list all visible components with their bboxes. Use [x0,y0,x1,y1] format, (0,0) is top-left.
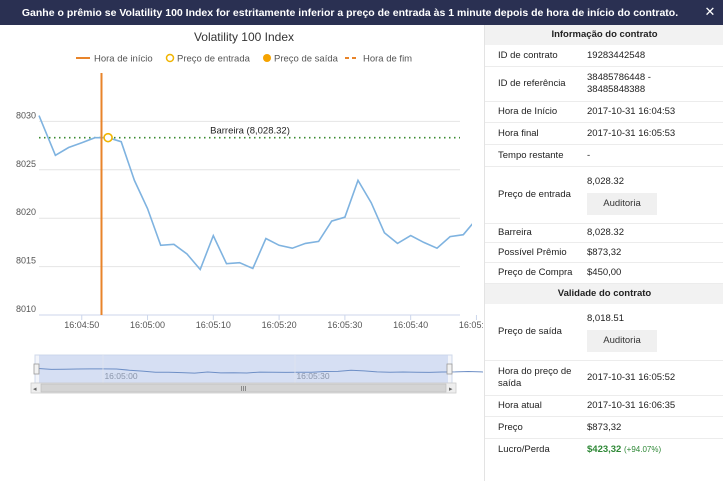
current-price-row: Preço $873,32 [485,417,723,439]
entry-price-value: 8,028.32 [587,175,624,187]
contract-details-panel: Informação do contrato ID de contrato 19… [484,25,723,481]
entry-audit-button[interactable]: Auditoria [587,192,657,215]
exit-time-row: Hora do preço de saída 2017-10-31 16:05:… [485,361,723,396]
legend-item-1: Preço de entrada [177,54,251,65]
validity-heading: Validade do contrato [485,284,723,304]
y-tick-label: 8015 [16,256,36,266]
x-tick-label: 16:05:10 [196,320,231,330]
remaining-time-value: - [587,149,591,161]
exit-audit-button[interactable]: Auditoria [587,329,657,352]
purchase-price-value: $450,00 [587,267,622,278]
reference-id-label: ID de referência [498,78,566,89]
contract-description: Ganhe o prêmio se Volatility 100 Index f… [21,6,679,19]
scroll-right-icon[interactable]: ▸ [449,386,453,393]
contract-id-row: ID de contrato 19283442548 [485,45,723,67]
potential-payout-label: Possível Prêmio [498,246,567,258]
legend-item-2: Preço de saída [274,54,339,65]
purchase-price-row: Preço de Compra $450,00 [485,263,723,284]
price-chart[interactable]: Volatility 100 Index Hora de início Preço… [0,25,483,481]
price-series-line [38,115,472,272]
remaining-time-label: Tempo restante [498,149,564,161]
exit-time-value: 2017-10-31 16:05:52 [587,372,676,383]
close-icon[interactable]: ✕ [704,4,716,19]
chart-navigator[interactable]: 16:05:00 16:05:30 III ◂ ▸ [30,354,483,394]
navigator-tick-label: 16:05:00 [104,371,137,381]
barrier-label: Barreira (8,028.32) [210,126,290,137]
y-tick-label: 8025 [16,159,36,169]
x-tick-label: 16:05:30 [327,320,362,330]
entry-price-label: Preço de entrada [498,189,571,200]
navigator-tick-label: 16:05:30 [296,371,329,381]
potential-payout-row: Possível Prêmio $873,32 [485,243,723,263]
legend-item-3: Hora de fim [363,54,412,65]
barrier-label: Barreira [498,227,532,238]
chart-legend: Hora de início Preço de entrada Preço de s… [76,54,412,65]
plot-area: 8010 8015 8020 8025 8030 16:04:50 16:05:00 16:0… [16,73,483,330]
exit-price-value: 8,018.51 [587,312,624,324]
start-time-row: Hora de Início 2017-10-31 16:04:53 [485,102,723,123]
x-tick-label: 16:04:50 [64,320,99,330]
legend-entry-swatch [165,53,175,63]
reference-id-value: 38485786448 - 38485848388 [587,72,723,96]
profit-loss-cell: $423,32 (+94.07%) [587,444,723,456]
contract-id-value: 19283442548 [587,49,646,61]
current-time-row: Hora atual 2017-10-31 16:06:35 [485,396,723,417]
profit-loss-value: $423,32 [587,443,622,455]
current-price-label: Preço [498,421,523,433]
remaining-time-row: Tempo restante - [485,145,723,167]
x-tick-label: 16:05:40 [393,320,428,330]
entry-point-marker [103,132,113,143]
profit-loss-row: Lucro/Perda $423,32 (+94.07%) [485,439,723,460]
start-time-label: Hora de Início [498,106,558,117]
y-tick-label: 8020 [16,207,36,217]
legend-exit-swatch [263,54,271,62]
reference-id-row: ID de referência 38485786448 - 384858483… [485,67,723,102]
navigator-scrollbar-thumb[interactable] [40,383,447,393]
current-price-value: $873,32 [587,421,622,433]
contract-header: Ganhe o prêmio se Volatility 100 Index f… [0,0,723,25]
x-tick-label: 16:05:20 [262,320,297,330]
end-time-row: Hora final 2017-10-31 16:05:53 [485,123,723,145]
entry-price-row: Preço de entrada 8,028.32 Auditoria [485,167,723,224]
chart-title: Volatility 100 Index [194,30,294,44]
legend-item-0: Hora de início [94,54,153,65]
contract-info-heading: Informação do contrato [485,25,723,45]
entry-price-cell: 8,028.32 Auditoria [587,176,723,215]
end-time-value: 2017-10-31 16:05:53 [587,127,676,139]
profit-loss-percent: (+94.07%) [623,444,662,454]
reference-id-value-line2: 38485848388 [587,84,646,95]
current-time-label: Hora atual [498,400,542,411]
chart-panel: Volatility 100 Index Hora de início Preço… [0,25,483,481]
start-time-value: 2017-10-31 16:04:53 [587,106,676,117]
end-time-label: Hora final [498,127,539,139]
x-tick-label: 16:05:50 [459,320,483,330]
x-tick-label: 16:05:00 [130,320,165,330]
navigator-series [34,367,483,374]
y-tick-label: 8010 [16,304,36,314]
y-tick-label: 8030 [16,110,36,120]
navigator-scroll-grip-icon: III [241,386,247,393]
exit-price-cell: 8,018.51 Auditoria [587,313,723,352]
purchase-price-label: Preço de Compra [498,267,573,278]
navigator-handle-left [33,363,40,375]
scroll-left-icon[interactable]: ◂ [33,386,37,393]
exit-price-label: Preço de saída [498,326,562,337]
current-time-value: 2017-10-31 16:06:35 [587,400,676,411]
potential-payout-value: $873,32 [587,246,622,258]
contract-id-label: ID de contrato [498,49,558,61]
navigator-handle-right [446,363,453,375]
exit-price-row: Preço de saída 8,018.51 Auditoria [485,304,723,361]
profit-loss-label: Lucro/Perda [498,443,550,455]
reference-id-value-line1: 38485786448 - [587,72,651,83]
barrier-value: 8,028.32 [587,227,624,238]
exit-time-label: Hora do preço de saída [498,366,572,389]
barrier-row: Barreira 8,028.32 [485,224,723,243]
